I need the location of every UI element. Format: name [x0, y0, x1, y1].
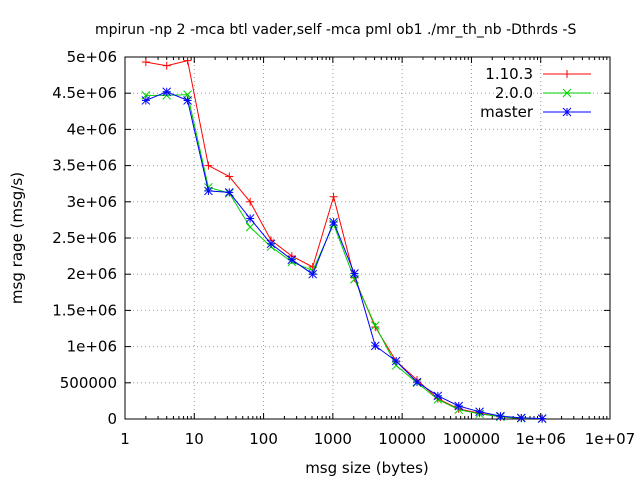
data-point: [370, 341, 380, 351]
y-tick-label: 3.5e+06: [52, 157, 117, 175]
series-2.0.0: [141, 90, 547, 423]
legend-marker: [563, 70, 571, 78]
legend-marker: [562, 107, 572, 117]
series-line: [145, 91, 543, 420]
y-tick-label: 1e+06: [67, 338, 117, 356]
data-point: [391, 356, 401, 366]
axis-ticks: 0 500000 1e+06 1.5e+06 2e+06 2.5e+06 3e+06 3.5e…: [52, 48, 635, 448]
data-point: [391, 361, 401, 370]
y-tick-label: 500000: [60, 374, 117, 392]
legend-label: master: [480, 103, 534, 121]
series-line: [145, 94, 543, 420]
x-tick-label: 1: [120, 430, 130, 448]
y-tick-label: 4e+06: [67, 120, 117, 138]
legend-label: 1.10.3: [485, 65, 533, 83]
x-axis-title: msg size (bytes): [305, 459, 429, 477]
y-tick-label: 4.5e+06: [52, 84, 117, 102]
y-tick-label: 3e+06: [67, 193, 117, 211]
data-point: [141, 96, 151, 105]
data-point: [496, 411, 505, 421]
data-point: [516, 413, 526, 423]
data-point: [329, 192, 338, 201]
x-tick-label: 100000: [443, 430, 500, 448]
data-point: [370, 321, 380, 330]
series-area: [141, 56, 547, 423]
data-point: [246, 197, 255, 206]
legend-label: 2.0.0: [495, 84, 533, 102]
data-point: [412, 377, 422, 387]
data-point: [308, 269, 318, 279]
legend-marker: [562, 88, 572, 98]
data-point: [537, 414, 547, 423]
data-point: [475, 407, 484, 417]
data-point: [350, 269, 359, 278]
data-point: [204, 161, 213, 170]
y-tick-label: 1.5e+06: [52, 301, 117, 319]
y-tick-label: 5e+06: [67, 48, 117, 66]
data-point: [433, 391, 443, 401]
data-point: [141, 58, 150, 67]
x-tick-label: 10: [185, 430, 204, 448]
data-point: [183, 96, 192, 105]
data-point: [287, 255, 297, 265]
data-point: [162, 87, 172, 97]
y-tick-label: 2e+06: [67, 265, 117, 283]
data-point: [204, 186, 213, 196]
data-point: [329, 217, 338, 227]
x-tick-label: 1000: [314, 430, 352, 448]
series-line: [145, 59, 543, 420]
data-point: [245, 214, 255, 223]
y-tick-label: 0: [107, 410, 117, 428]
y-tick-label: 2.5e+06: [52, 229, 117, 247]
x-tick-label: 1e+07: [585, 430, 635, 448]
data-point: [225, 172, 234, 181]
data-point: [266, 239, 276, 249]
grid: [125, 57, 610, 419]
y-axis-title: msg rage (msg/s): [8, 172, 26, 304]
x-tick-label: 1e+06: [515, 430, 565, 448]
x-tick-label: 10000: [378, 430, 426, 448]
data-point: [454, 401, 464, 411]
series-master: [141, 87, 547, 423]
x-tick-label: 100: [249, 430, 278, 448]
data-point: [224, 188, 234, 197]
data-point: [245, 222, 255, 232]
chart-title: mpirun -np 2 -mca btl vader,self -mca pm…: [95, 22, 576, 38]
data-point: [162, 61, 171, 70]
data-point: [183, 56, 192, 65]
